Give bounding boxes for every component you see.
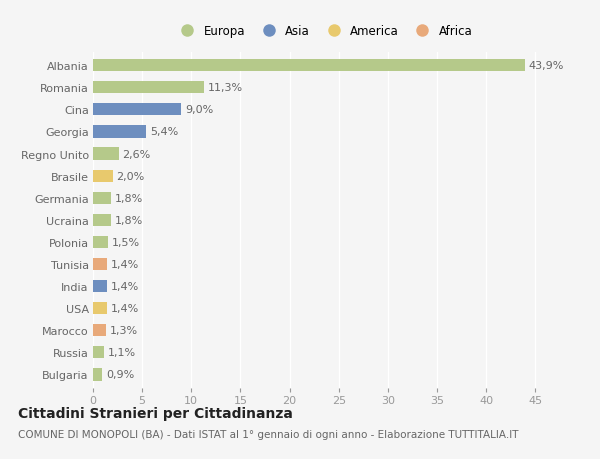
Text: 11,3%: 11,3%	[208, 83, 243, 93]
Bar	[93, 126, 146, 138]
Text: 1,3%: 1,3%	[110, 325, 138, 336]
Text: 9,0%: 9,0%	[185, 105, 214, 115]
Bar	[93, 280, 107, 292]
Text: 1,4%: 1,4%	[110, 259, 139, 269]
Bar	[93, 325, 106, 336]
Text: 2,0%: 2,0%	[116, 171, 145, 181]
Bar	[93, 302, 107, 314]
Text: 1,8%: 1,8%	[115, 193, 143, 203]
Text: 1,4%: 1,4%	[110, 281, 139, 291]
Bar	[93, 148, 119, 160]
Text: 1,8%: 1,8%	[115, 215, 143, 225]
Bar	[93, 104, 181, 116]
Bar	[93, 192, 110, 204]
Text: 5,4%: 5,4%	[150, 127, 178, 137]
Bar	[93, 170, 113, 182]
Legend: Europa, Asia, America, Africa: Europa, Asia, America, Africa	[173, 22, 475, 40]
Bar	[93, 214, 110, 226]
Text: 1,4%: 1,4%	[110, 303, 139, 313]
Bar	[93, 369, 102, 381]
Text: 1,5%: 1,5%	[112, 237, 140, 247]
Text: 43,9%: 43,9%	[529, 61, 564, 71]
Text: 1,1%: 1,1%	[108, 347, 136, 358]
Bar	[93, 258, 107, 270]
Bar	[93, 236, 108, 248]
Text: Cittadini Stranieri per Cittadinanza: Cittadini Stranieri per Cittadinanza	[18, 406, 293, 420]
Bar	[93, 82, 204, 94]
Bar	[93, 60, 524, 72]
Text: 0,9%: 0,9%	[106, 369, 134, 380]
Bar	[93, 347, 104, 358]
Text: 2,6%: 2,6%	[122, 149, 151, 159]
Text: COMUNE DI MONOPOLI (BA) - Dati ISTAT al 1° gennaio di ogni anno - Elaborazione T: COMUNE DI MONOPOLI (BA) - Dati ISTAT al …	[18, 429, 518, 439]
